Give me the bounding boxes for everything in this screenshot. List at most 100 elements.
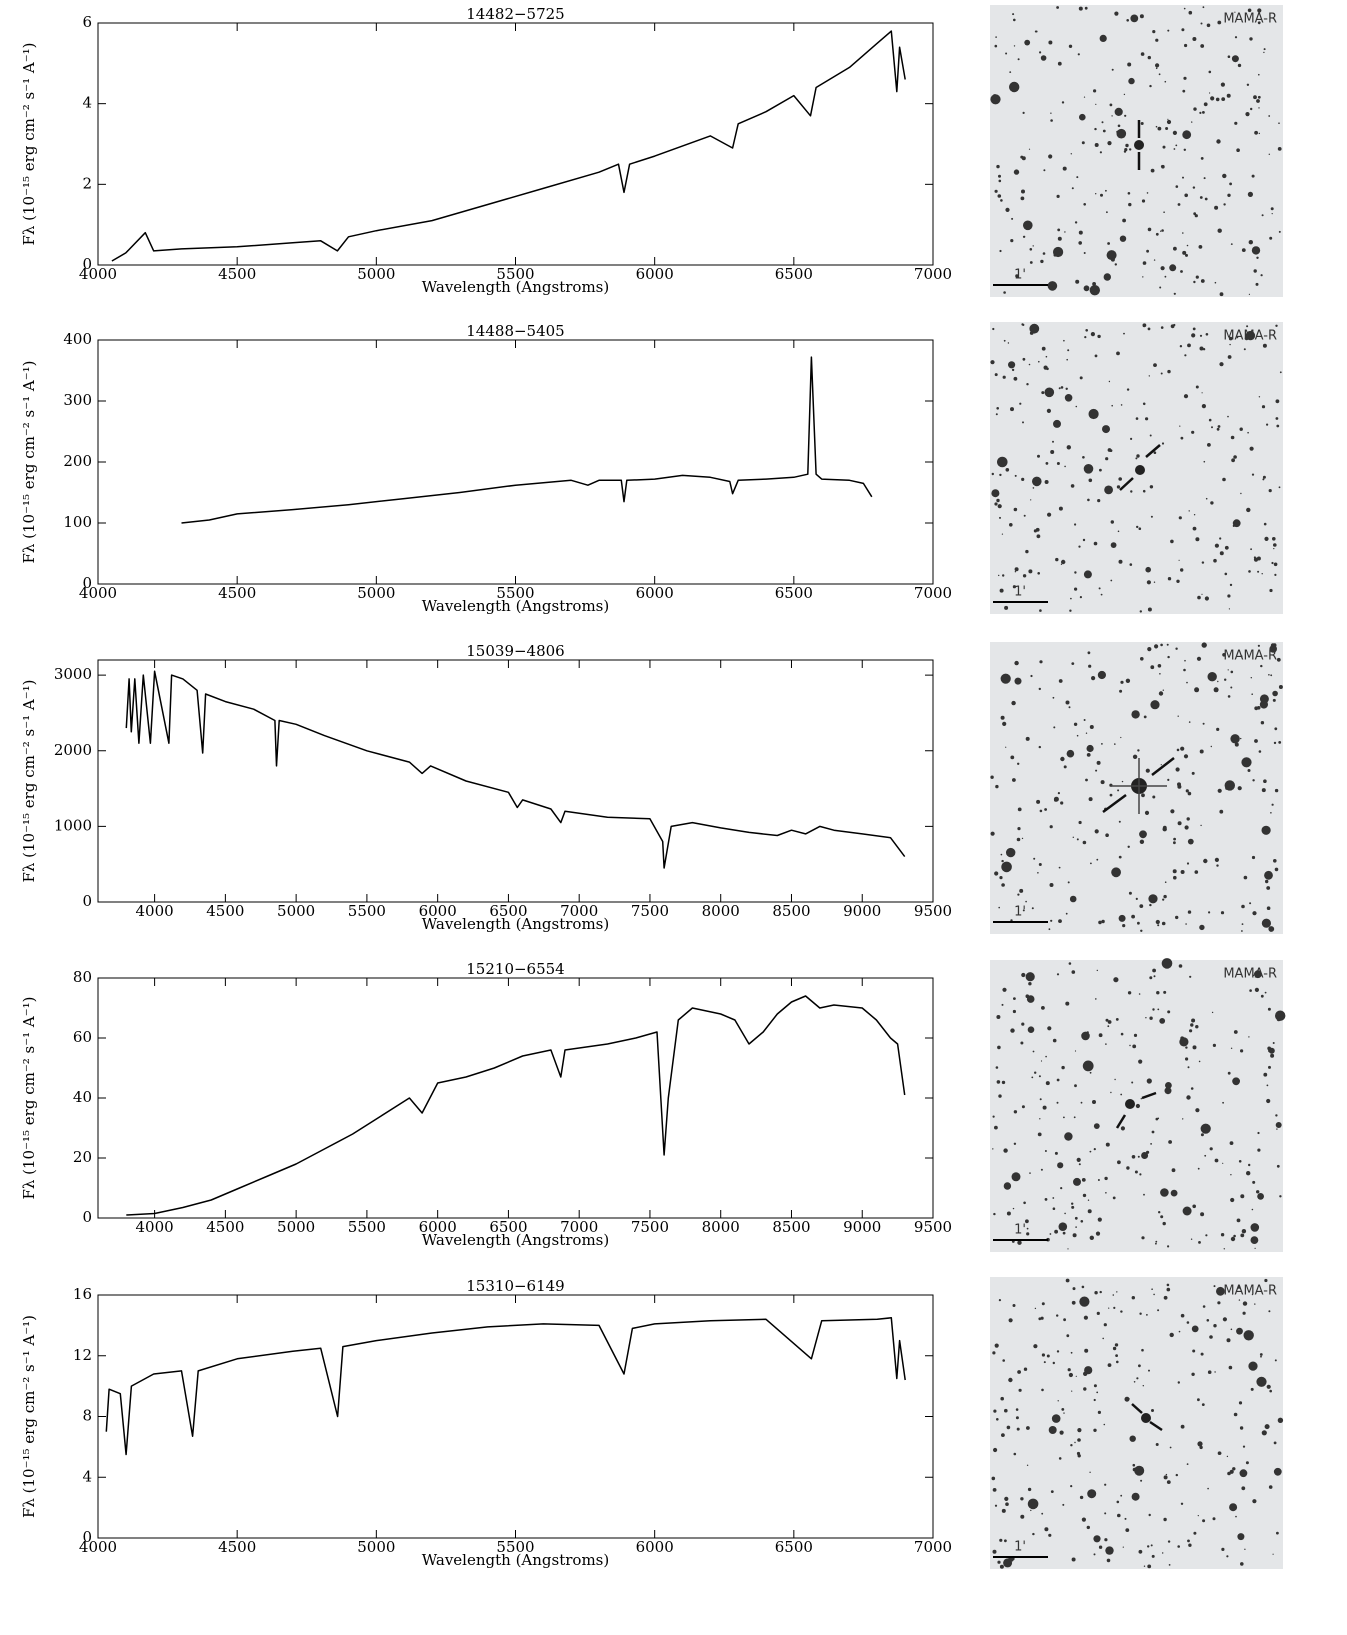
star	[1034, 30, 1037, 33]
star	[1001, 859, 1004, 863]
star	[1248, 570, 1251, 573]
star	[1054, 798, 1058, 802]
star	[1219, 809, 1224, 814]
star	[1086, 1031, 1089, 1034]
star	[1203, 102, 1208, 107]
star	[1058, 919, 1062, 923]
star	[1274, 727, 1278, 731]
star	[990, 94, 1001, 105]
star	[1129, 1435, 1136, 1442]
star	[1268, 1310, 1271, 1313]
star	[1057, 1162, 1064, 1169]
star	[1118, 855, 1122, 859]
y-axis-label: Fλ (10⁻¹⁵ erg cm⁻² s⁻¹ A⁻¹)	[20, 360, 38, 563]
star	[1256, 256, 1259, 259]
star	[1022, 421, 1024, 424]
star	[1096, 969, 1099, 972]
star	[1093, 1428, 1097, 1433]
star	[1203, 460, 1206, 463]
star	[1107, 1025, 1110, 1028]
star	[1027, 1026, 1035, 1033]
star	[1210, 96, 1215, 101]
star	[1048, 154, 1053, 159]
star	[1008, 361, 1016, 369]
star	[1133, 1033, 1138, 1037]
star	[1149, 434, 1152, 437]
star	[1261, 573, 1263, 575]
star	[1195, 275, 1199, 279]
finder-chart: MAMA-R 1'	[990, 322, 1283, 614]
star	[1044, 808, 1047, 811]
star	[1200, 824, 1202, 827]
star	[1021, 837, 1024, 840]
star	[1122, 1546, 1124, 1548]
star	[1214, 1371, 1216, 1373]
star	[995, 36, 997, 38]
star	[1025, 994, 1030, 998]
star	[1013, 997, 1016, 1000]
x-tick-label: 6000	[636, 584, 674, 602]
star	[1163, 1295, 1168, 1300]
star	[1011, 700, 1016, 706]
star	[1204, 596, 1209, 601]
y-tick-label: 8	[82, 1407, 92, 1425]
star	[1155, 125, 1158, 128]
star	[1026, 1232, 1030, 1236]
star	[1250, 677, 1253, 679]
star	[1076, 1157, 1081, 1162]
scale-bar-label: 1'	[1014, 268, 1026, 283]
star	[1100, 193, 1103, 197]
star	[1087, 1199, 1090, 1201]
star	[1234, 36, 1238, 39]
spectrum-chart: 14482−5725 4000 4500 5000 5500 6000 6500 7000 0 2…	[20, 5, 952, 296]
star	[1071, 1202, 1074, 1205]
star	[1081, 1178, 1086, 1182]
star	[1118, 914, 1126, 922]
x-tick-label: 8500	[772, 902, 810, 920]
star	[1096, 1391, 1099, 1394]
star	[1164, 881, 1167, 883]
star	[1254, 987, 1259, 993]
star	[1014, 677, 1022, 685]
star	[1178, 1330, 1181, 1333]
finder-chart: MAMA-R 1'	[990, 5, 1283, 297]
star	[1049, 825, 1053, 829]
star	[1266, 1384, 1271, 1389]
star	[1050, 919, 1053, 922]
star	[1254, 706, 1259, 711]
star	[1186, 1463, 1189, 1465]
star	[1195, 537, 1200, 542]
star	[1088, 408, 1099, 420]
star	[1086, 744, 1094, 753]
x-tick-label: 7500	[631, 1218, 669, 1236]
star	[1041, 1388, 1044, 1392]
star	[1215, 97, 1220, 102]
star	[998, 179, 1002, 183]
star	[1041, 1512, 1044, 1515]
star	[1227, 669, 1229, 671]
star	[1123, 93, 1126, 96]
star	[1208, 70, 1212, 74]
star	[1241, 1486, 1246, 1491]
star	[1155, 232, 1159, 236]
spectrum-line	[125, 670, 906, 869]
finder-image	[990, 1277, 1283, 1569]
star	[1208, 418, 1212, 422]
star	[1038, 1317, 1042, 1321]
star	[1185, 789, 1189, 793]
star	[1140, 122, 1144, 125]
star	[1045, 355, 1048, 358]
star	[1260, 994, 1264, 998]
star	[1029, 261, 1033, 264]
star	[1182, 176, 1184, 179]
plot-frame	[97, 22, 934, 266]
star	[1031, 907, 1034, 910]
star	[1111, 115, 1113, 117]
star	[1090, 862, 1092, 865]
star	[1139, 904, 1144, 908]
star	[1175, 1473, 1179, 1477]
star	[1233, 1234, 1236, 1238]
star	[1205, 1234, 1208, 1237]
star	[1247, 769, 1251, 772]
star	[1232, 1077, 1240, 1086]
